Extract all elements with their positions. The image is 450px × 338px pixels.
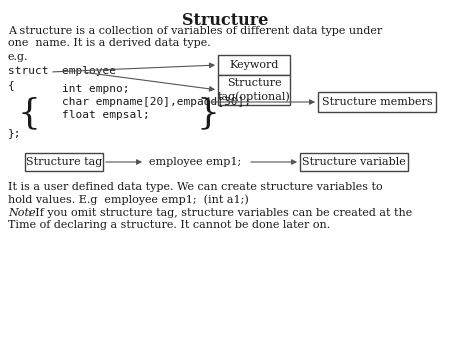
Text: It is a user defined data type. We can create structure variables to: It is a user defined data type. We can c… [8,182,382,192]
Text: Structure: Structure [182,12,268,29]
Bar [25,153,103,171]
Bar [218,55,290,75]
Text: hold values. E.g  employee emp1;  (int a1;): hold values. E.g employee emp1; (int a1;… [8,194,249,204]
Bar [218,75,290,105]
Text: }: } [196,96,219,130]
Text: {: { [8,80,15,90]
Text: Structure members: Structure members [322,97,432,107]
Bar [318,92,436,112]
Text: float empsal;: float empsal; [35,110,150,120]
Text: Note: Note [8,208,36,218]
Text: A structure is a collection of variables of different data type under: A structure is a collection of variables… [8,26,382,36]
Text: Structure variable: Structure variable [302,157,406,167]
Text: Structure tag: Structure tag [26,157,102,167]
Bar [300,153,408,171]
Text: {: { [18,96,41,130]
Text: one  name. It is a derived data type.: one name. It is a derived data type. [8,38,211,48]
Text: Time of declaring a structure. It cannot be done later on.: Time of declaring a structure. It cannot… [8,220,330,230]
Text: employee emp1;: employee emp1; [149,157,241,167]
Text: : If you omit structure tag, structure variables can be created at the: : If you omit structure tag, structure v… [28,208,412,218]
Text: char empname[20],empadd[30];: char empname[20],empadd[30]; [35,97,251,107]
Text: int empno;: int empno; [35,84,130,94]
Text: struct  employee: struct employee [8,66,116,76]
Text: Structure
tag(optional): Structure tag(optional) [218,78,290,102]
Text: };: }; [8,128,22,138]
Text: e.g.: e.g. [8,52,28,62]
Text: Keyword: Keyword [230,60,279,70]
